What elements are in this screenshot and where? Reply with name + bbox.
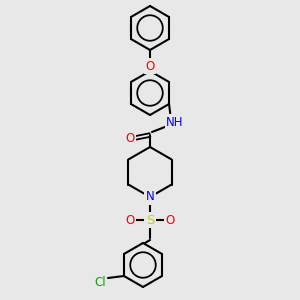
Text: NH: NH <box>166 116 184 128</box>
Text: O: O <box>125 214 135 226</box>
Text: Cl: Cl <box>94 275 106 289</box>
Text: O: O <box>165 214 175 226</box>
Text: N: N <box>146 190 154 203</box>
Text: S: S <box>146 214 154 226</box>
Text: O: O <box>146 59 154 73</box>
Text: O: O <box>125 131 135 145</box>
